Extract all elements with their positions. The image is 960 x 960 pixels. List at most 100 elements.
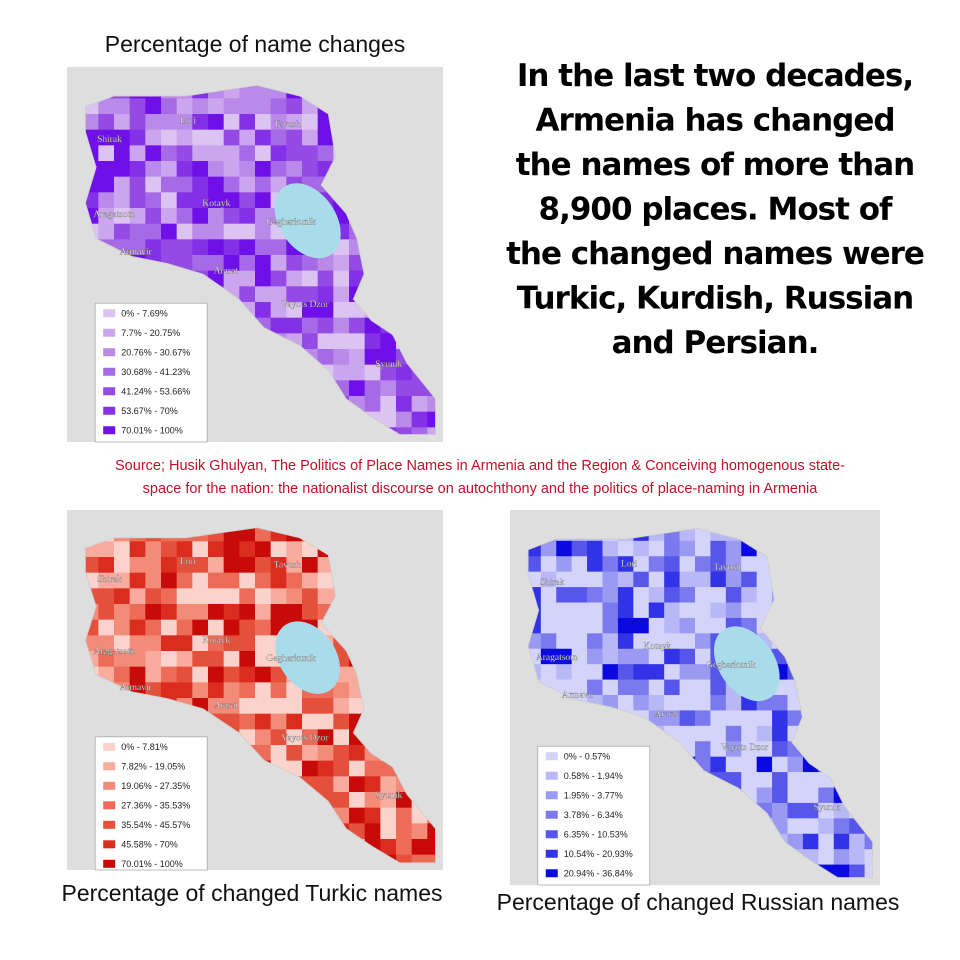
map-cell xyxy=(161,541,178,558)
map-cell xyxy=(571,633,588,650)
map-cell xyxy=(161,145,178,162)
map-cell xyxy=(239,527,256,542)
map-cell xyxy=(98,223,115,240)
map-cell xyxy=(317,145,334,162)
map-cell xyxy=(695,571,711,588)
map-cell xyxy=(364,396,381,413)
map-panel: Lori Tavush Shirak Aragatsotn Kotayk Gegharku… xyxy=(67,510,443,871)
map-cell xyxy=(114,129,131,146)
map-cell xyxy=(333,713,350,730)
map-cell xyxy=(725,540,742,557)
map-cell xyxy=(602,664,619,681)
map-cell xyxy=(176,541,193,558)
map-cell xyxy=(176,619,193,636)
map-cell xyxy=(223,192,240,209)
map-cell xyxy=(648,695,665,711)
map-cell xyxy=(129,541,146,558)
region-label: Gegharkunik xyxy=(706,661,756,671)
map-cell xyxy=(208,239,225,256)
map-cell xyxy=(223,635,240,652)
region-label: Gegharkunik xyxy=(266,654,316,664)
map-cell xyxy=(833,864,850,878)
map-cell xyxy=(695,725,711,742)
map-cell xyxy=(725,602,742,619)
map-cell xyxy=(239,192,256,209)
map-cell xyxy=(787,787,804,804)
map-cell xyxy=(129,572,146,589)
map-cell xyxy=(176,176,193,193)
map-cell xyxy=(540,571,557,588)
legend-swatch xyxy=(103,367,116,376)
map-cell xyxy=(145,98,162,115)
map-cell xyxy=(176,666,193,683)
legend-label: 53.67% - 70% xyxy=(121,406,178,416)
map-cell xyxy=(98,541,115,558)
map-cell xyxy=(255,85,272,99)
map-cell xyxy=(317,286,334,303)
map-cell xyxy=(679,633,696,650)
map-cell xyxy=(208,557,225,574)
map-cell xyxy=(648,587,665,603)
map-cell xyxy=(223,270,240,287)
map-cell xyxy=(145,239,162,256)
map-cell xyxy=(772,725,788,742)
region-label: Armavir xyxy=(562,691,595,701)
map-cell xyxy=(208,635,225,652)
map-cell xyxy=(864,833,873,850)
map-cell xyxy=(679,602,696,619)
map-cell xyxy=(349,698,366,715)
map-cell xyxy=(255,98,272,115)
map-cell xyxy=(818,802,835,819)
map-cell xyxy=(679,528,696,542)
map-cell xyxy=(317,729,334,746)
map-cell xyxy=(427,839,436,856)
map-cell xyxy=(411,427,428,435)
map-cell xyxy=(145,541,162,558)
map-cell xyxy=(208,114,225,131)
map-cell xyxy=(679,664,696,681)
map-cell xyxy=(317,588,334,605)
map-cell xyxy=(695,648,711,665)
map-cell xyxy=(239,176,256,193)
map-cell xyxy=(556,664,573,681)
map-cell xyxy=(741,725,758,742)
legend-label: 1.95% - 3.77% xyxy=(564,790,623,800)
map-cell xyxy=(223,129,240,146)
map-cell xyxy=(333,364,350,381)
map-cell xyxy=(587,540,603,557)
map-cell xyxy=(208,572,225,589)
map-cell xyxy=(286,604,303,621)
map-cell xyxy=(756,725,773,742)
map-cell xyxy=(176,572,193,589)
legend-swatch xyxy=(545,810,558,819)
map-cell xyxy=(129,145,146,162)
map-cell xyxy=(787,802,804,819)
region-label: Aragatsotn xyxy=(536,653,578,663)
map-cell xyxy=(255,192,272,209)
map-cell xyxy=(286,745,303,762)
map-cell xyxy=(302,145,319,162)
map-cell xyxy=(725,756,742,773)
map-cell xyxy=(286,729,303,746)
map-cell xyxy=(633,695,650,711)
map-cell xyxy=(98,557,115,574)
map-cell xyxy=(602,602,619,619)
map-cell xyxy=(725,571,742,588)
map-cell xyxy=(648,540,665,557)
map-cell xyxy=(818,787,835,804)
map-cell xyxy=(129,666,146,683)
map-cell xyxy=(317,776,334,793)
map-cell xyxy=(679,540,696,557)
map-cell xyxy=(741,756,758,773)
map-cell xyxy=(333,302,350,319)
map-cell xyxy=(270,713,287,730)
map-cell xyxy=(396,364,413,381)
map-cell xyxy=(176,635,193,652)
map-cell xyxy=(98,176,115,193)
map-cell xyxy=(255,729,272,746)
map-cell xyxy=(286,286,303,303)
map-cell xyxy=(302,114,319,131)
map-cell xyxy=(98,161,115,178)
map-cell xyxy=(333,760,350,777)
